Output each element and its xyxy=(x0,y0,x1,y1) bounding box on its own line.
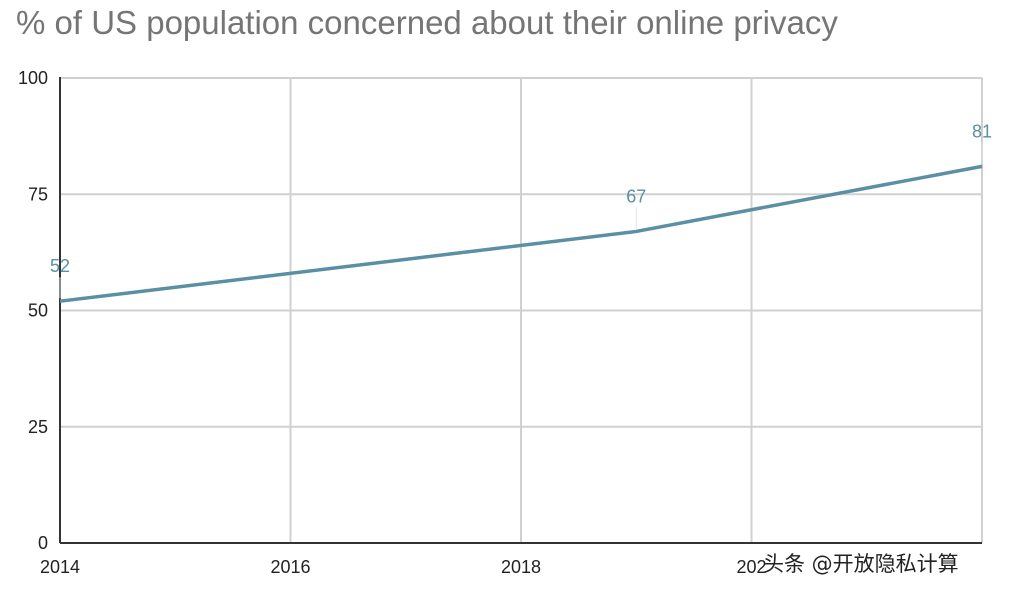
y-tick-label: 0 xyxy=(38,533,48,553)
data-label: 52 xyxy=(50,256,70,276)
y-tick-label: 100 xyxy=(18,68,48,88)
chart-title: % of US population concerned about their… xyxy=(16,4,838,41)
series-line xyxy=(59,164,983,303)
watermark-text: 头条 @开放隐私计算 xyxy=(763,552,959,576)
series-group xyxy=(59,164,983,303)
gridlines xyxy=(59,77,983,543)
y-tick-label: 50 xyxy=(28,301,48,321)
x-tick-label: 2016 xyxy=(270,557,310,577)
data-labels: 52 67 81 xyxy=(50,121,992,299)
tick-labels: 0 25 50 75 100 2014 2016 2018 202 xyxy=(18,68,767,577)
data-label: 67 xyxy=(626,186,646,206)
x-tick-label: 2018 xyxy=(501,557,541,577)
x-tick-label: 2014 xyxy=(40,557,80,577)
data-label: 81 xyxy=(972,121,992,141)
y-tick-label: 75 xyxy=(28,184,48,204)
axes xyxy=(59,77,982,544)
x-tick-label: 202 xyxy=(736,557,766,577)
y-tick-label: 25 xyxy=(28,417,48,437)
